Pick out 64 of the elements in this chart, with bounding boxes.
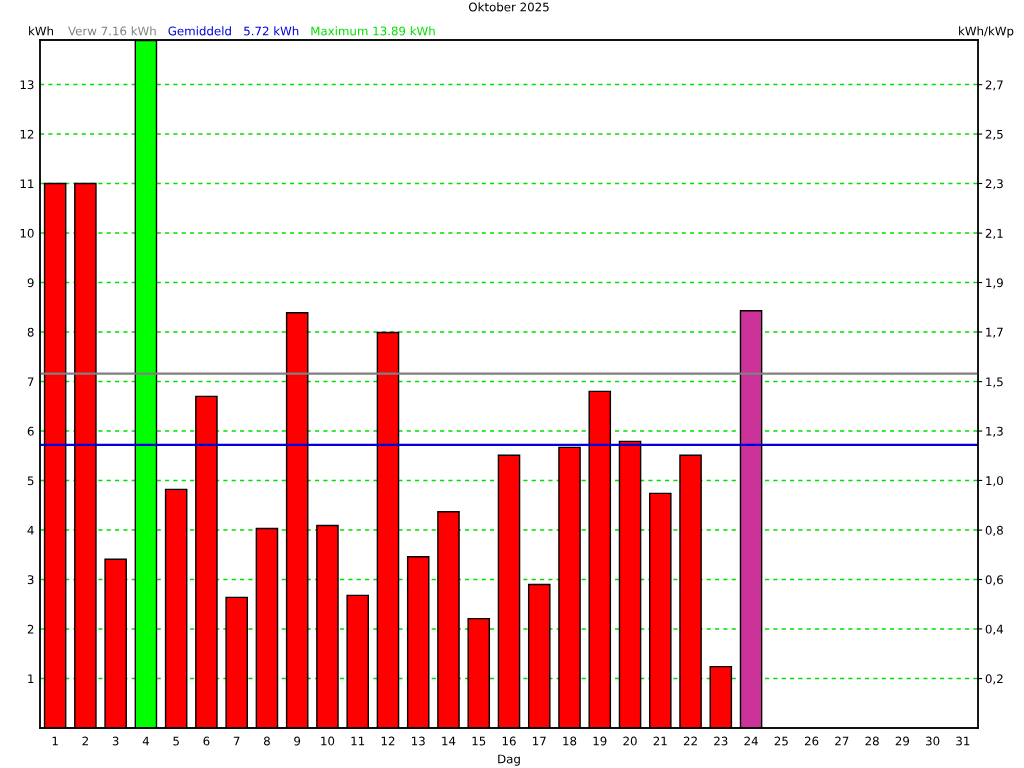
x-tick-label: 26: [804, 736, 819, 746]
x-tick-label: 20: [623, 736, 637, 746]
y-axis-title: kWh: [29, 26, 53, 36]
chart-title: Oktober 2025: [468, 2, 549, 12]
y-tick-label: 10: [20, 228, 34, 238]
ref-line-label: Gemiddeld 5.72 kWh: [168, 26, 299, 36]
y2-tick-label: 0,2: [985, 674, 1003, 685]
y-tick-label: 7: [27, 377, 34, 387]
x-tick-label: 8: [263, 736, 270, 746]
y2-tick-label: 1,9: [986, 278, 1003, 289]
y2-tick-label: 1,5: [986, 377, 1003, 388]
x-tick-label: 16: [502, 736, 516, 746]
x-tick-label: 12: [381, 736, 395, 746]
x-tick-label: 11: [351, 736, 365, 746]
y2-axis-title: kWh/kWp: [959, 26, 1014, 38]
y2-tick-label: 1,3: [986, 426, 1003, 437]
x-tick-label: 13: [412, 736, 425, 746]
y-tick-label: 1: [28, 674, 34, 683]
x-tick-label: 23: [714, 736, 728, 746]
x-tick-label: 3: [112, 736, 119, 746]
x-tick-label: 18: [563, 736, 577, 746]
y-tick-label: 4: [27, 525, 34, 535]
y-tick-label: 3: [27, 575, 34, 585]
x-tick-label: 10: [321, 736, 335, 746]
x-tick-label: 25: [774, 736, 788, 746]
y-tick-label: 2: [27, 624, 34, 634]
x-tick-label: 28: [865, 736, 879, 746]
y-tick-label: 6: [27, 426, 34, 436]
x-tick-label: 5: [173, 736, 179, 746]
y2-tick-label: 2,3: [985, 179, 1003, 190]
x-tick-label: 15: [472, 736, 486, 746]
y2-tick-label: 2,1: [985, 228, 1003, 239]
x-tick-label: 29: [895, 736, 910, 746]
y-tick-label: 9: [27, 278, 34, 288]
y2-tick-label: 0,4: [985, 624, 1004, 635]
x-tick-label: 21: [653, 736, 667, 746]
x-axis-title: Dag: [498, 754, 520, 766]
y2-tick-label: 2,5: [985, 129, 1003, 140]
x-tick-label: 7: [233, 736, 240, 746]
ref-line-label: Verw 7.16 kWh: [68, 26, 156, 36]
y2-tick-label: 1,7: [986, 327, 1003, 338]
y-tick-label: 11: [20, 179, 34, 189]
x-tick-label: 1: [52, 736, 58, 746]
text: Maximum 13.89 kWh: [311, 26, 435, 36]
y2-tick-label: 0,6: [985, 575, 1003, 586]
x-tick-label: 24: [744, 736, 758, 746]
x-tick-label: 4: [142, 736, 149, 746]
x-tick-label: 6: [203, 736, 210, 746]
x-tick-label: 17: [533, 736, 546, 746]
x-tick-label: 14: [442, 736, 456, 746]
y-tick-label: 12: [20, 129, 34, 139]
y2-tick-label: 2,7: [985, 80, 1003, 91]
x-tick-label: 19: [593, 736, 607, 746]
y2-tick-label: 1,0: [986, 476, 1003, 487]
y-tick-label: 13: [20, 80, 34, 90]
x-tick-label: 2: [82, 736, 88, 746]
x-tick-label: 30: [926, 736, 940, 746]
x-tick-label: 31: [956, 736, 970, 746]
x-tick-label: 9: [294, 736, 301, 746]
x-tick-label: 22: [683, 736, 697, 746]
y-tick-label: 5: [27, 476, 34, 486]
y2-tick-label: 0,8: [985, 525, 1003, 536]
x-tick-label: 27: [835, 736, 849, 746]
y-tick-label: 8: [27, 327, 34, 337]
